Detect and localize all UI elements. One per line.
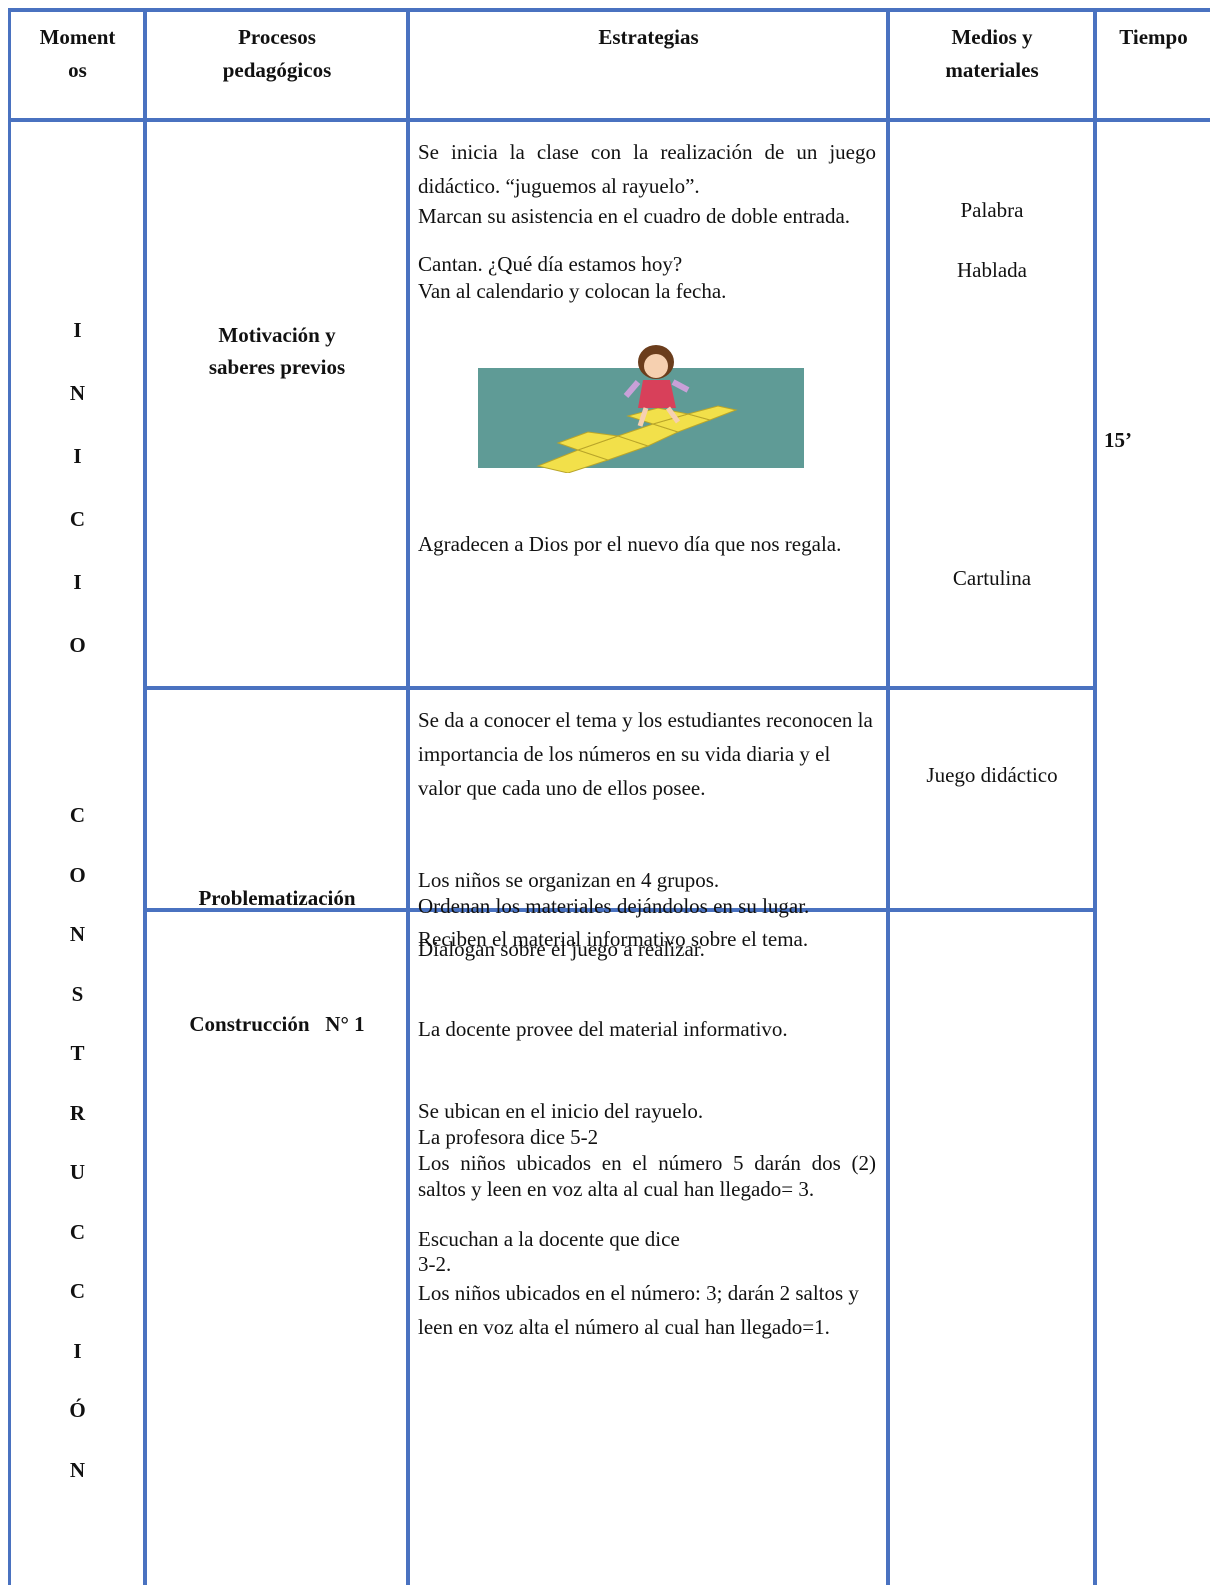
strategy-text: La profesora dice 5-2	[418, 1125, 599, 1149]
hopscotch-illustration	[478, 345, 804, 473]
moment-letter: N	[69, 1457, 86, 1482]
moment-letter: I	[73, 444, 82, 468]
moment-letter: C	[69, 507, 86, 531]
material-text: Cartulina	[952, 566, 1032, 590]
table-border	[8, 8, 11, 1585]
moment-letter: T	[70, 1041, 85, 1065]
moment-letter: U	[69, 1160, 86, 1184]
table-border	[145, 908, 1095, 912]
moment-letter: S	[71, 981, 84, 1006]
strategy-text: Reciben el material informativo sobre el…	[418, 927, 809, 951]
header-cell: pedagógicos	[222, 58, 332, 82]
process-cell: Problematización	[198, 886, 356, 910]
table-border	[143, 8, 147, 1585]
strategy-text: La docente provee del material informati…	[418, 1017, 788, 1041]
header-cell: materiales	[945, 58, 1039, 82]
strategy-text: Ordenan los materiales dejándolos en su …	[418, 894, 810, 918]
moment-letter: I	[73, 1338, 82, 1363]
process-cell: Construcción N° 1	[189, 1012, 365, 1036]
moment-letter: Ó	[69, 1398, 86, 1422]
strategy-text: Dialogan sobre el juego a realizar.	[418, 937, 705, 961]
moment-letter: R	[69, 1100, 86, 1125]
moment-letter: C	[69, 1279, 86, 1303]
moment-letter: N	[69, 922, 86, 946]
material-text: Juego didáctico	[926, 763, 1058, 787]
process-cell: Motivación y	[218, 323, 336, 347]
material-text: Hablada	[957, 258, 1027, 282]
strategy-text: Los niños se organizan en 4 grupos.	[418, 868, 720, 892]
strategy-text: Marcan su asistencia en el cuadro de dob…	[418, 204, 851, 228]
table-border	[406, 8, 410, 1585]
moment-letter: O	[69, 862, 86, 887]
strategy-text: Los niños ubicados en el número 5 darán …	[418, 1151, 882, 1201]
moment-letter: I	[73, 570, 82, 594]
strategy-text: Se ubican en el inicio del rayuelo.	[418, 1099, 704, 1123]
strategy-text: Escuchan a la docente que dice	[418, 1227, 680, 1251]
process-cell: saberes previos	[208, 355, 346, 379]
header-cell: Medios y	[951, 25, 1033, 49]
moment-letter: C	[69, 1219, 86, 1244]
moment-letter: O	[69, 633, 86, 657]
strategy-text: Los niños ubicados en el número: 3; dará…	[418, 1281, 865, 1339]
time-value: 15’	[1104, 428, 1132, 452]
moment-letter: I	[73, 318, 82, 342]
strategy-text: 3-2.	[418, 1252, 452, 1276]
strategy-text: Agradecen a Dios por el nuevo día que no…	[418, 532, 842, 556]
material-text: Palabra	[960, 198, 1024, 222]
header-cell: os	[68, 58, 87, 82]
moment-letter: N	[69, 381, 86, 405]
header-cell: Tiempo	[1119, 25, 1188, 49]
table-border	[8, 8, 1210, 12]
header-cell: Procesos	[238, 25, 316, 49]
table-border	[8, 118, 1210, 122]
table-border	[886, 8, 890, 1585]
strategy-text: Se da a conocer el tema y los estudiante…	[418, 708, 879, 800]
header-cell: Estrategias	[598, 25, 699, 49]
strategy-text: Cantan. ¿Qué día estamos hoy?	[418, 252, 683, 276]
table-border	[1093, 8, 1097, 1585]
header-cell: Moment	[39, 25, 116, 49]
strategy-text: Van al calendario y colocan la fecha.	[418, 279, 727, 303]
moment-letter: C	[69, 803, 86, 827]
table-border	[145, 686, 1095, 690]
strategy-text: Se inicia la clase con la realización de…	[418, 140, 882, 198]
